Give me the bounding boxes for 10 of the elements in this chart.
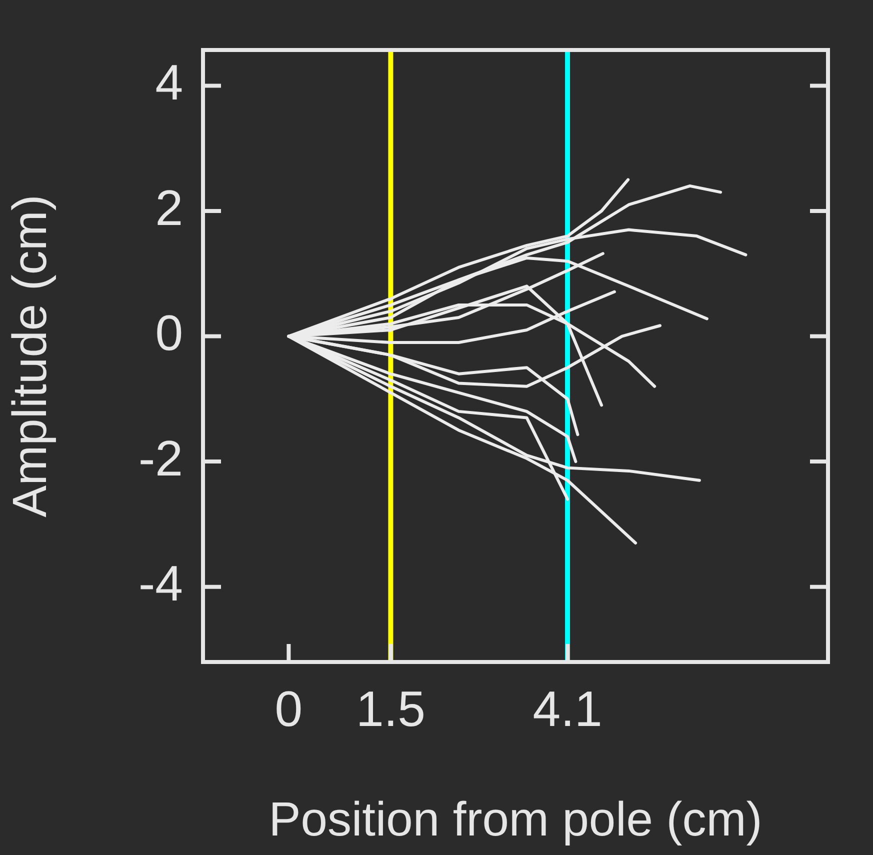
y-tick-label: -4: [138, 556, 183, 612]
x-axis-title: Position from pole (cm): [268, 793, 762, 846]
x-tick-label: 4.1: [532, 680, 602, 737]
y-tick-label: -2: [138, 430, 183, 486]
y-axis-title: Amplitude (cm): [4, 194, 58, 518]
x-tick-label: 0: [274, 680, 303, 737]
y-tick-label: 4: [155, 54, 183, 110]
y-tick-label: 0: [155, 305, 183, 362]
x-tick-label: 1.5: [356, 680, 426, 737]
y-tick-label: 2: [155, 180, 183, 236]
